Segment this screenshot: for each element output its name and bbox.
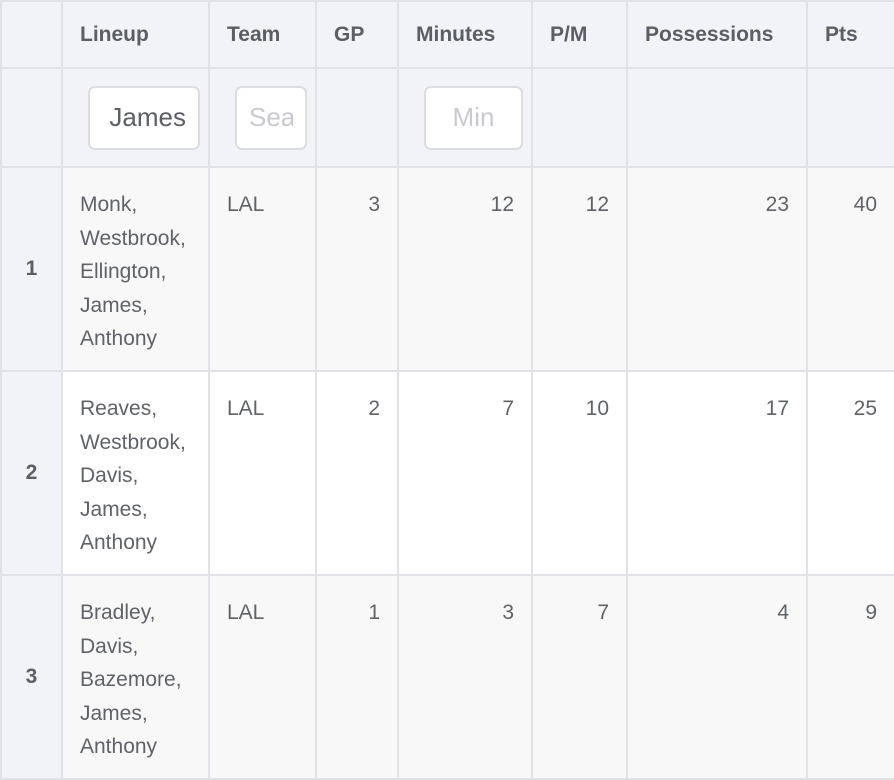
team-cell: LAL	[208, 166, 317, 372]
lineup-player: Bazemore,	[80, 668, 182, 692]
filter-cell-lineup	[61, 67, 210, 168]
filter-cell-pm	[531, 67, 628, 168]
lineup-player: Davis,	[80, 464, 139, 488]
column-header-team[interactable]: Team	[208, 0, 317, 69]
pm-cell: 12	[531, 166, 628, 372]
lineup-player: Davis,	[80, 634, 139, 658]
pm-cell: 7	[531, 574, 628, 780]
table-row: 2 Reaves, Westbrook, Davis, James, Antho…	[0, 370, 894, 576]
team-filter-input[interactable]	[235, 85, 307, 150]
pts-cell: 9	[806, 574, 894, 780]
team-cell: LAL	[208, 370, 317, 576]
lineup-player: Anthony	[80, 327, 158, 351]
row-index: 2	[0, 370, 63, 576]
lineup-player: Anthony	[80, 531, 158, 555]
lineup-player: James,	[80, 497, 148, 521]
lineup-cell: Bradley, Davis, Bazemore, James, Anthony	[61, 574, 210, 780]
gp-cell: 2	[315, 370, 399, 576]
lineup-player: Bradley,	[80, 601, 156, 624]
column-header-pm[interactable]: P/M	[531, 0, 628, 69]
filter-cell-minutes	[397, 67, 533, 168]
row-index: 3	[0, 574, 63, 780]
table-row: 1 Monk, Westbrook, Ellington, James, Ant…	[0, 166, 894, 372]
lineup-filter-input[interactable]	[88, 85, 200, 150]
lineup-player: Reaves,	[80, 397, 158, 420]
pts-cell: 40	[806, 166, 894, 372]
table-row: 3 Bradley, Davis, Bazemore, James, Antho…	[0, 574, 894, 780]
lineup-player: Westbrook,	[80, 226, 186, 250]
lineup-player: Ellington,	[80, 260, 167, 284]
row-index: 1	[0, 166, 63, 372]
minutes-cell: 7	[397, 370, 533, 576]
filter-cell-pts	[806, 67, 894, 168]
pm-cell: 10	[531, 370, 628, 576]
team-cell: LAL	[208, 574, 317, 780]
filter-cell-team	[208, 67, 317, 168]
column-header-minutes[interactable]: Minutes	[397, 0, 533, 69]
minutes-cell: 12	[397, 166, 533, 372]
lineup-cell: Reaves, Westbrook, Davis, James, Anthony	[61, 370, 210, 576]
lineup-player: Anthony	[80, 735, 158, 759]
lineup-player: James,	[80, 293, 148, 317]
minutes-cell: 3	[397, 574, 533, 780]
column-header-lineup[interactable]: Lineup	[61, 0, 210, 69]
gp-cell: 1	[315, 574, 399, 780]
table-body: 1 Monk, Westbrook, Ellington, James, Ant…	[0, 166, 894, 780]
lineup-cell: Monk, Westbrook, Ellington, James, Antho…	[61, 166, 210, 372]
gp-cell: 3	[315, 166, 399, 372]
filter-cell-index	[0, 67, 63, 168]
lineup-player: Monk,	[80, 193, 138, 216]
column-header-pts[interactable]: Pts	[806, 0, 894, 69]
possessions-cell: 23	[626, 166, 808, 372]
filter-row	[0, 67, 894, 168]
column-header-possessions[interactable]: Possessions	[626, 0, 808, 69]
minutes-filter-input[interactable]	[424, 85, 523, 150]
column-header-gp[interactable]: GP	[315, 0, 399, 69]
filter-cell-gp	[315, 67, 399, 168]
filter-cell-possessions	[626, 67, 808, 168]
header-row: Lineup Team GP Minutes P/M Possessions P…	[0, 0, 894, 69]
column-header-index	[0, 0, 63, 69]
lineup-player: Westbrook,	[80, 430, 186, 454]
pts-cell: 25	[806, 370, 894, 576]
lineup-player: James,	[80, 701, 148, 725]
possessions-cell: 17	[626, 370, 808, 576]
possessions-cell: 4	[626, 574, 808, 780]
